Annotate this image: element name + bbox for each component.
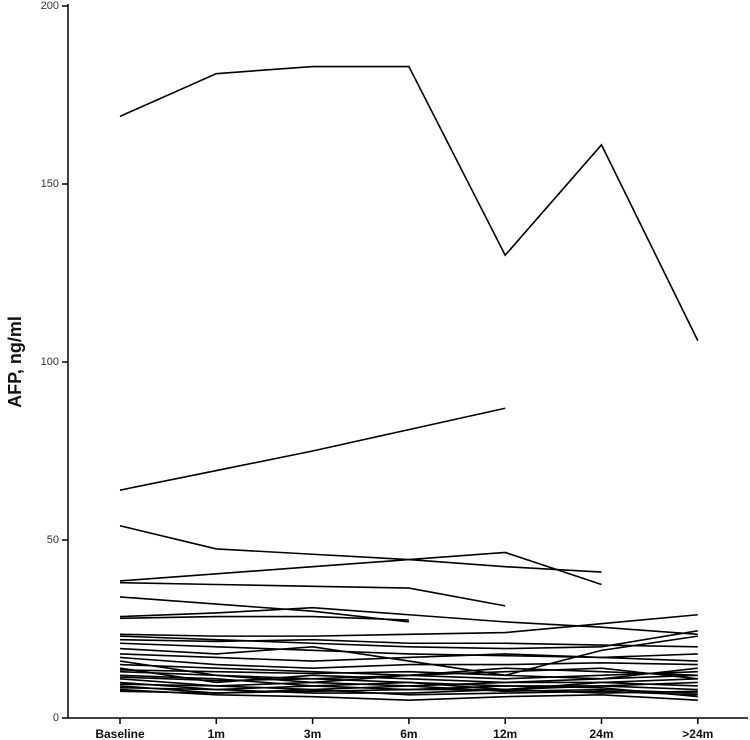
x-tick-label: 6m bbox=[400, 727, 417, 740]
x-tick-label: 1m bbox=[208, 727, 225, 740]
data-line bbox=[119, 615, 409, 621]
data-line bbox=[119, 688, 698, 696]
data-line bbox=[119, 638, 698, 648]
data-line bbox=[119, 656, 698, 669]
data-line bbox=[119, 581, 506, 607]
x-tick-label: >24m bbox=[682, 727, 713, 740]
data-line bbox=[119, 653, 698, 662]
data-line bbox=[119, 635, 698, 677]
data-line bbox=[119, 629, 698, 650]
data-line bbox=[119, 681, 698, 694]
y-tick-label: 50 bbox=[47, 534, 59, 546]
data-line bbox=[119, 613, 698, 637]
x-tick-label: 12m bbox=[493, 727, 517, 740]
x-tick-label: 3m bbox=[304, 727, 321, 740]
data-line bbox=[119, 524, 602, 573]
data-line bbox=[119, 596, 409, 623]
x-tick-label: Baseline bbox=[95, 727, 145, 740]
data-line bbox=[119, 667, 698, 682]
data-line bbox=[119, 667, 698, 680]
data-line bbox=[119, 551, 602, 586]
x-tick-label: 24m bbox=[589, 727, 613, 740]
y-axis-label: AFP, ng/ml bbox=[5, 316, 25, 408]
data-line bbox=[119, 686, 698, 694]
data-line bbox=[119, 407, 506, 491]
data-line bbox=[119, 688, 698, 702]
y-tick-label: 150 bbox=[41, 178, 59, 190]
data-line bbox=[119, 606, 698, 636]
y-tick-label: 200 bbox=[41, 0, 59, 12]
data-line bbox=[119, 65, 699, 341]
y-tick-label: 0 bbox=[53, 712, 59, 724]
data-line bbox=[119, 674, 698, 691]
y-tick-label: 100 bbox=[41, 356, 59, 368]
